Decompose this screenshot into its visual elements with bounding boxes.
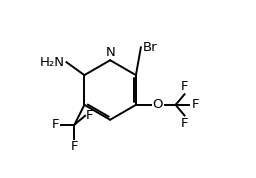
- Text: F: F: [52, 118, 60, 131]
- Text: F: F: [71, 140, 78, 153]
- Text: O: O: [153, 98, 163, 111]
- Text: F: F: [181, 80, 188, 93]
- Text: F: F: [86, 109, 94, 122]
- Text: Br: Br: [143, 41, 157, 54]
- Text: N: N: [105, 46, 115, 59]
- Text: F: F: [181, 117, 188, 130]
- Text: F: F: [191, 98, 199, 111]
- Text: H₂N: H₂N: [39, 56, 65, 69]
